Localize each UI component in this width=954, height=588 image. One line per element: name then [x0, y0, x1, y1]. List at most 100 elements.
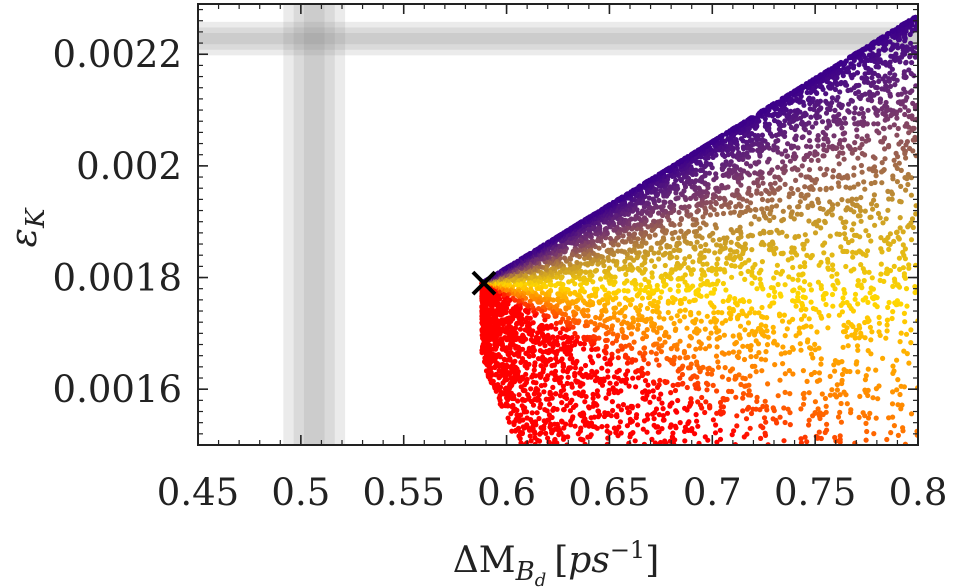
scatter-point [667, 250, 673, 256]
scatter-point [675, 288, 681, 294]
scatter-point [827, 373, 833, 379]
scatter-point [740, 408, 746, 414]
scatter-point [763, 187, 769, 193]
scatter-point [814, 329, 820, 335]
scatter-point [572, 390, 578, 396]
scatter-point [524, 415, 530, 421]
scatter-point [643, 240, 649, 246]
scatter-point [845, 108, 851, 114]
scatter-point [845, 87, 851, 94]
scatter-point [541, 313, 547, 319]
scatter-point [620, 233, 626, 239]
scatter-point [588, 319, 594, 325]
scatter-point [667, 199, 673, 205]
scatter-point [757, 407, 763, 413]
scatter-point [563, 319, 570, 325]
scatter-point [651, 250, 657, 256]
scatter-point [790, 264, 796, 271]
scatter-point [667, 438, 673, 444]
scatter-point [860, 297, 866, 303]
scatter-point [537, 371, 543, 377]
scatter-point [708, 199, 714, 206]
scatter-point [841, 287, 847, 293]
scatter-point [896, 141, 902, 147]
scatter-point [668, 346, 674, 352]
scatter-point [790, 298, 796, 304]
scatter-point [753, 353, 759, 360]
scatter-point [839, 197, 845, 203]
scatter-point [714, 242, 720, 248]
scatter-point [717, 249, 723, 255]
scatter-point [677, 300, 684, 306]
scatter-point [840, 295, 846, 301]
scatter-point [587, 273, 593, 279]
scatter-point [698, 276, 704, 282]
scatter-point [902, 246, 909, 252]
scatter-point [543, 376, 549, 382]
scatter-point [529, 374, 535, 380]
scatter-point [782, 282, 788, 288]
scatter-point [865, 299, 871, 305]
scatter-point [518, 384, 524, 390]
scatter-point [570, 360, 576, 366]
scatter-point [613, 430, 619, 436]
scatter-point [677, 176, 684, 182]
scatter-point [586, 293, 592, 299]
scatter-point [876, 78, 882, 84]
scatter-point [604, 428, 610, 434]
scatter-point [640, 336, 646, 342]
scatter-point [824, 211, 830, 217]
scatter-point [538, 363, 544, 369]
scatter-point [759, 206, 765, 212]
scatter-point [693, 233, 699, 239]
scatter-point [691, 244, 697, 251]
scatter-point [686, 403, 693, 409]
scatter-point [862, 208, 868, 214]
scatter-point [762, 357, 769, 363]
scatter-point [887, 83, 894, 89]
scatter-point [852, 146, 858, 153]
scatter-point [870, 395, 876, 401]
scatter-point [726, 350, 732, 356]
scatter-point [812, 399, 819, 405]
scatter-point [675, 368, 681, 374]
scatter-point [758, 423, 764, 429]
scatter-point [871, 431, 877, 437]
scatter-point [796, 272, 802, 278]
scatter-point [900, 242, 906, 248]
scatter-point [890, 414, 896, 420]
scatter-point [876, 48, 882, 54]
scatter-point [806, 316, 812, 322]
scatter-point [635, 265, 641, 272]
scatter-point [566, 279, 572, 285]
scatter-point [765, 198, 771, 204]
scatter-point [595, 238, 601, 244]
scatter-point [519, 374, 525, 380]
scatter-point [607, 380, 613, 386]
scatter-point [848, 61, 854, 67]
scatter-point [729, 274, 735, 280]
scatter-point [668, 315, 674, 321]
scatter-point [759, 196, 766, 203]
scatter-point [834, 97, 840, 103]
horizontal-band [198, 33, 918, 45]
scatter-point [661, 199, 667, 205]
scatter-point [850, 249, 856, 255]
scatter-point [788, 249, 794, 255]
scatter-point [639, 262, 645, 268]
scatter-point [645, 382, 651, 388]
scatter-point [789, 245, 795, 251]
experimental-bands [198, 4, 918, 445]
scatter-point [728, 210, 734, 216]
scatter-point [737, 264, 743, 270]
scatter-point [821, 172, 827, 178]
scatter-point [804, 378, 810, 384]
scatter-point [692, 382, 698, 388]
scatter-point [559, 400, 565, 406]
scatter-point [758, 191, 764, 197]
scatter-point [855, 301, 861, 307]
scatter-point [788, 124, 795, 131]
scatter-point [652, 440, 658, 445]
scatter-point [627, 434, 633, 440]
